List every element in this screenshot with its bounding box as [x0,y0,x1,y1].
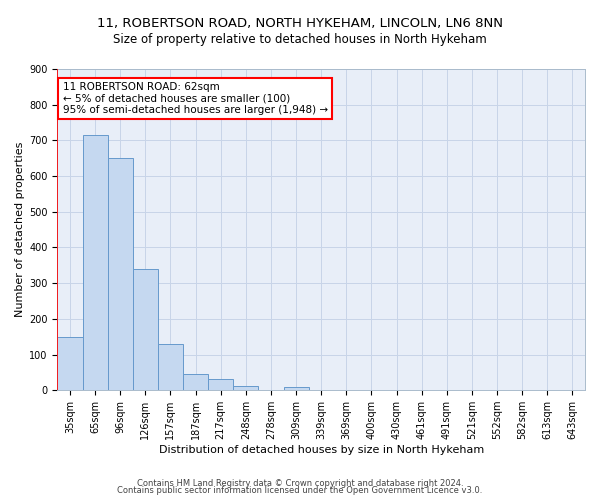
Bar [133,269,158,390]
X-axis label: Distribution of detached houses by size in North Hykeham: Distribution of detached houses by size … [158,445,484,455]
Bar [208,379,233,390]
Bar [284,386,308,390]
Text: 11 ROBERTSON ROAD: 62sqm
← 5% of detached houses are smaller (100)
95% of semi-d: 11 ROBERTSON ROAD: 62sqm ← 5% of detache… [62,82,328,115]
Bar [183,374,208,390]
Bar [107,158,133,390]
Bar [83,135,107,390]
Text: Size of property relative to detached houses in North Hykeham: Size of property relative to detached ho… [113,32,487,46]
Bar [233,386,259,390]
Y-axis label: Number of detached properties: Number of detached properties [15,142,25,318]
Text: Contains HM Land Registry data © Crown copyright and database right 2024.: Contains HM Land Registry data © Crown c… [137,478,463,488]
Text: Contains public sector information licensed under the Open Government Licence v3: Contains public sector information licen… [118,486,482,495]
Bar [58,336,83,390]
Text: 11, ROBERTSON ROAD, NORTH HYKEHAM, LINCOLN, LN6 8NN: 11, ROBERTSON ROAD, NORTH HYKEHAM, LINCO… [97,18,503,30]
Bar [158,344,183,390]
